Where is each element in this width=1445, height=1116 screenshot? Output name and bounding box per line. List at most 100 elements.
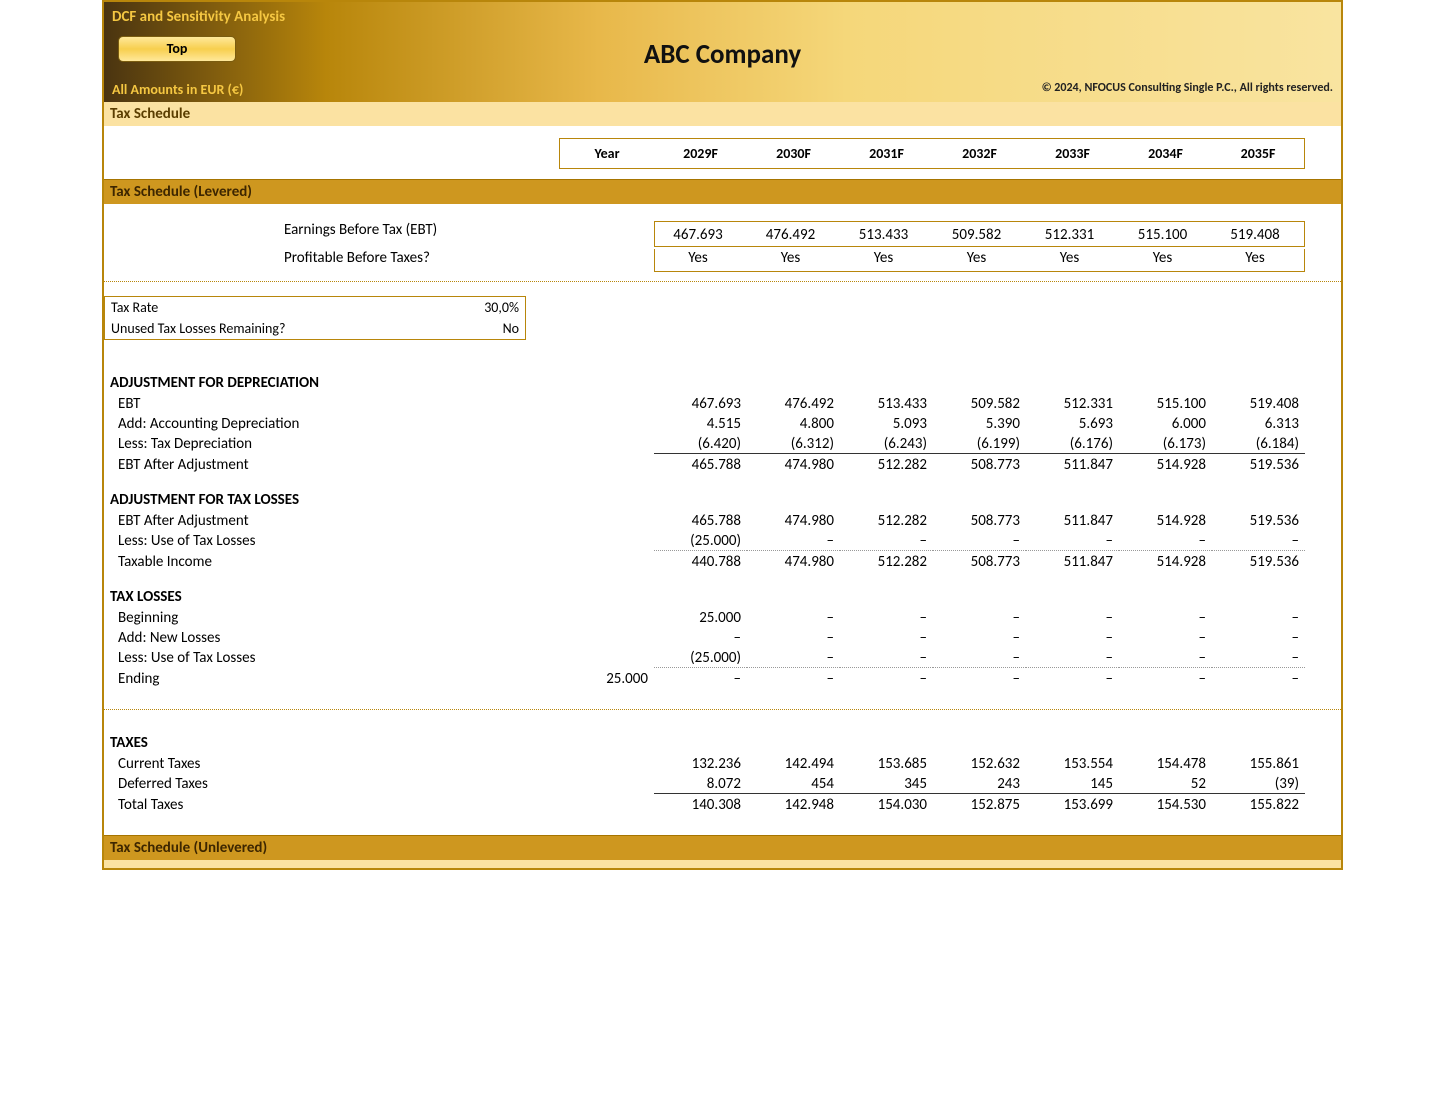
table-row: Ending25.000–––––––: [104, 669, 1341, 689]
table-row: EBT After Adjustment465.788474.980512.28…: [104, 455, 1341, 475]
table-row: EBT467.693476.492513.433509.582512.33151…: [104, 394, 1341, 414]
row-value: 509.582: [933, 395, 1026, 413]
row-value: (6.243): [840, 435, 933, 454]
row-value: 512.282: [840, 553, 933, 571]
table-row: Less: Use of Tax Losses(25.000)––––––: [104, 648, 1341, 669]
section-heading-tax-losses: TAX LOSSES: [104, 584, 1341, 608]
row-label: EBT After Adjustment: [104, 456, 474, 474]
row-value: –: [1026, 609, 1119, 627]
table-row: Less: Use of Tax Losses(25.000)––––––: [104, 531, 1341, 552]
company-name: ABC Company: [104, 38, 1341, 71]
section-band-levered: Tax Schedule (Levered): [104, 179, 1341, 204]
row-label: Taxable Income: [104, 553, 474, 571]
row-precol: [559, 649, 654, 668]
row-value: –: [933, 532, 1026, 551]
row-value: 519.536: [1212, 512, 1305, 530]
unused-losses-value: No: [425, 318, 525, 339]
section-heading-adj-dep: ADJUSTMENT FOR DEPRECIATION: [104, 370, 1341, 394]
sheet-title: DCF and Sensitivity Analysis: [104, 2, 1341, 28]
row-value: 519.536: [1212, 553, 1305, 571]
row-value: 153.685: [840, 755, 933, 773]
row-value: 465.788: [654, 512, 747, 530]
row-value: 465.788: [654, 456, 747, 474]
row-value: 145: [1026, 775, 1119, 794]
row-value: –: [1212, 670, 1305, 688]
profitable-val: Yes: [840, 249, 933, 272]
profitable-val: Yes: [1212, 249, 1305, 272]
year-col: 2035F: [1212, 138, 1305, 169]
row-value: 474.980: [747, 456, 840, 474]
row-label: Total Taxes: [104, 796, 474, 814]
row-precol: [559, 532, 654, 551]
section-heading-taxes: TAXES: [104, 730, 1341, 754]
profitable-val: Yes: [933, 249, 1026, 272]
row-precol: [559, 755, 654, 773]
ebt-val: 513.433: [840, 221, 933, 247]
row-value: 512.331: [1026, 395, 1119, 413]
row-value: (6.173): [1119, 435, 1212, 454]
row-value: 6.313: [1212, 415, 1305, 433]
row-value: 5.093: [840, 415, 933, 433]
levered-body: Earnings Before Tax (EBT) 467.693 476.49…: [104, 204, 1341, 835]
table-row: Add: Accounting Depreciation4.5154.8005.…: [104, 414, 1341, 434]
row-value: –: [1026, 670, 1119, 688]
row-value: –: [1119, 629, 1212, 647]
row-value: (6.199): [933, 435, 1026, 454]
row-value: –: [1212, 649, 1305, 668]
row-value: –: [840, 629, 933, 647]
row-value: –: [1119, 532, 1212, 551]
row-value: 508.773: [933, 456, 1026, 474]
row-value: 476.492: [747, 395, 840, 413]
row-label: EBT: [104, 395, 474, 413]
row-label: EBT After Adjustment: [104, 512, 474, 530]
row-value: 152.875: [933, 796, 1026, 814]
table-row: Less: Tax Depreciation(6.420)(6.312)(6.2…: [104, 434, 1341, 455]
profitable-val: Yes: [1026, 249, 1119, 272]
row-value: (39): [1212, 775, 1305, 794]
taxes-rows: Current Taxes132.236142.494153.685152.63…: [104, 754, 1341, 815]
row-value: 511.847: [1026, 512, 1119, 530]
row-value: –: [747, 649, 840, 668]
row-value: –: [654, 629, 747, 647]
row-value: 440.788: [654, 553, 747, 571]
row-value: –: [1212, 629, 1305, 647]
row-value: 8.072: [654, 775, 747, 794]
row-label: Ending: [104, 670, 474, 688]
row-value: 132.236: [654, 755, 747, 773]
row-precol: [559, 629, 654, 647]
profitable-val: Yes: [1119, 249, 1212, 272]
section-heading-adj-loss: ADJUSTMENT FOR TAX LOSSES: [104, 487, 1341, 511]
row-value: –: [747, 609, 840, 627]
row-label: Current Taxes: [104, 755, 474, 773]
row-value: 52: [1119, 775, 1212, 794]
footer-strip: [104, 860, 1341, 868]
row-value: –: [747, 670, 840, 688]
amounts-note: All Amounts in EUR (€): [112, 81, 243, 98]
row-value: 140.308: [654, 796, 747, 814]
row-value: –: [840, 609, 933, 627]
row-value: 6.000: [1119, 415, 1212, 433]
row-value: –: [747, 629, 840, 647]
row-value: –: [1119, 649, 1212, 668]
adj-dep-rows: EBT467.693476.492513.433509.582512.33151…: [104, 394, 1341, 475]
row-value: 514.928: [1119, 512, 1212, 530]
year-col: 2034F: [1119, 138, 1212, 169]
row-value: 511.847: [1026, 456, 1119, 474]
row-value: 508.773: [933, 512, 1026, 530]
row-value: –: [933, 670, 1026, 688]
row-value: –: [1026, 629, 1119, 647]
row-value: (6.176): [1026, 435, 1119, 454]
row-value: 142.494: [747, 755, 840, 773]
year-label: Year: [559, 138, 654, 169]
row-value: 25.000: [654, 609, 747, 627]
header-area: DCF and Sensitivity Analysis Top ABC Com…: [104, 2, 1341, 102]
year-col: 2032F: [933, 138, 1026, 169]
ebt-val: 476.492: [747, 221, 840, 247]
row-value: 454: [747, 775, 840, 794]
row-value: –: [933, 629, 1026, 647]
row-value: 4.515: [654, 415, 747, 433]
row-label: Add: New Losses: [104, 629, 474, 647]
row-value: 513.433: [840, 395, 933, 413]
row-value: 508.773: [933, 553, 1026, 571]
ebt-val: 512.331: [1026, 221, 1119, 247]
